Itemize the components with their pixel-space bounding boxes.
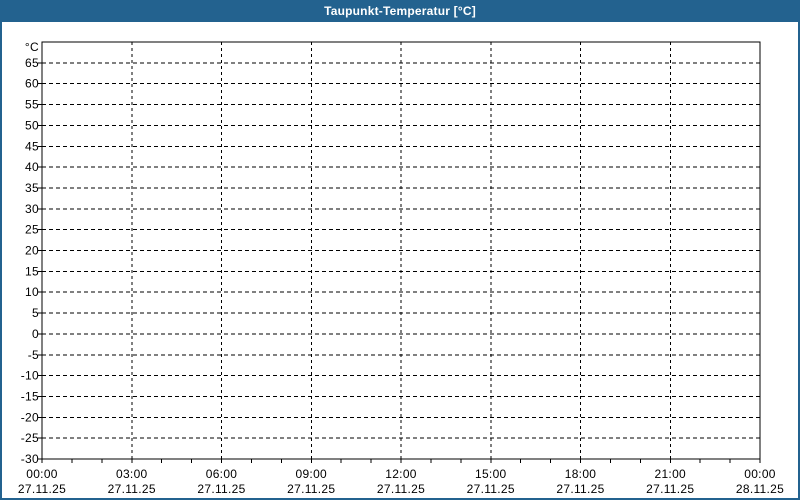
y-tick-label: 50	[25, 118, 39, 132]
y-tick-label: -10	[21, 369, 39, 383]
y-tick-label: 25	[25, 223, 39, 237]
x-tick-time-label: 06:00	[206, 467, 238, 481]
y-tick-label: 40	[25, 160, 39, 174]
chart-title-bar: Taupunkt-Temperatur [°C]	[0, 0, 800, 22]
y-tick-label: 45	[25, 139, 39, 153]
y-tick-label: 10	[25, 285, 39, 299]
x-tick-date-label: 27.11.25	[108, 482, 156, 496]
y-tick-label: 20	[25, 244, 39, 258]
y-tick-label: 60	[25, 77, 39, 91]
x-tick-time-label: 12:00	[385, 467, 417, 481]
y-tick-label: 55	[25, 98, 39, 112]
x-tick-time-label: 18:00	[565, 467, 597, 481]
y-tick-label: -15	[21, 389, 39, 403]
x-tick-date-label: 27.11.25	[556, 482, 604, 496]
y-tick-label: -25	[21, 431, 39, 445]
x-tick-time-label: 21:00	[654, 467, 686, 481]
y-tick-label: 15	[25, 264, 39, 278]
y-axis-unit-label: °C	[25, 40, 39, 54]
chart-title: Taupunkt-Temperatur [°C]	[324, 4, 476, 18]
x-tick-time-label: 00:00	[744, 467, 776, 481]
y-tick-label: 5	[32, 306, 39, 320]
x-tick-date-label: 27.11.25	[287, 482, 335, 496]
x-tick-date-label: 27.11.25	[197, 482, 245, 496]
y-tick-label: 65	[25, 56, 39, 70]
x-tick-time-label: 09:00	[295, 467, 327, 481]
x-tick-date-label: 27.11.25	[646, 482, 694, 496]
x-tick-date-label: 27.11.25	[467, 482, 515, 496]
x-tick-date-label: 27.11.25	[18, 482, 66, 496]
x-tick-date-label: 28.11.25	[736, 482, 784, 496]
y-tick-label: 0	[32, 327, 39, 341]
y-tick-label: 35	[25, 181, 39, 195]
y-tick-label: -30	[21, 452, 39, 466]
y-tick-label: -20	[21, 410, 39, 424]
x-tick-time-label: 15:00	[475, 467, 507, 481]
y-tick-label: 30	[25, 202, 39, 216]
x-tick-time-label: 00:00	[26, 467, 58, 481]
x-tick-time-label: 03:00	[116, 467, 148, 481]
x-tick-date-label: 27.11.25	[377, 482, 425, 496]
y-tick-label: -5	[28, 348, 39, 362]
